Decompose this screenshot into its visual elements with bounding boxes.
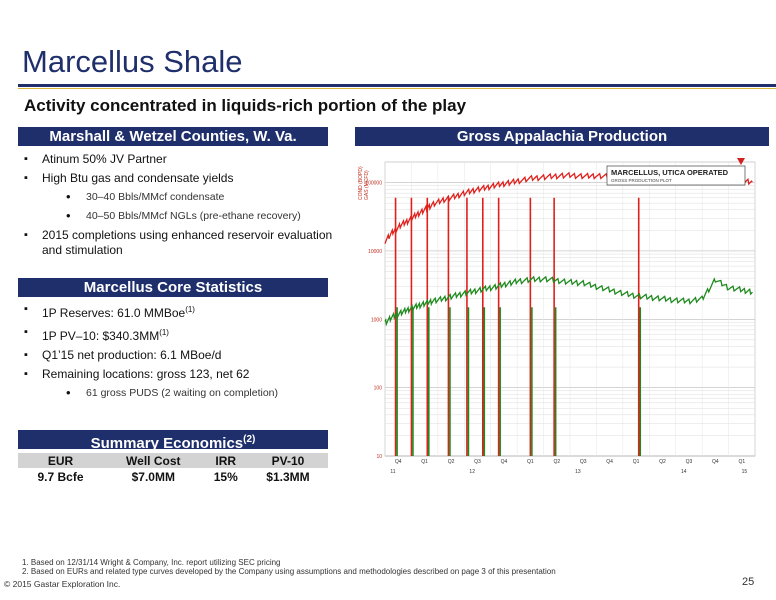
y-axis-label-cond: COND (BOPD) xyxy=(358,166,364,200)
x-tick-label: Q3 xyxy=(474,459,481,465)
bullet-item: 2015 completions using enhanced reservoi… xyxy=(20,228,340,258)
table-row: 9.7 Bcfe $7.0MM 15% $1.3MM xyxy=(18,468,328,485)
economics-header: Summary Economics(2) xyxy=(18,430,328,452)
bullet-item: 1P PV–10: $340.3MM(1) xyxy=(20,325,340,344)
x-tick-label: Q2 xyxy=(659,459,666,465)
column-header: PV-10 xyxy=(247,453,328,468)
bullet-item: High Btu gas and condensate yields xyxy=(20,171,340,186)
chart-y-axis: 100000 10000 1000 100 10 xyxy=(365,181,382,460)
x-year-label: 11 xyxy=(390,469,395,475)
column-header: IRR xyxy=(203,453,248,468)
footnote-1: 1. Based on 12/31/14 Wright & Company, I… xyxy=(22,558,281,567)
table-cell: 9.7 Bcfe xyxy=(37,469,84,484)
page-subtitle: Activity concentrated in liquids-rich po… xyxy=(24,96,467,115)
x-tick-label: Q1 xyxy=(527,459,534,465)
y-tick-label: 10000 xyxy=(368,249,382,255)
production-chart: Q4 Q1 Q2 Q3 Q4 Q1 Q2 Q3 Q4 Q1 Q2 Q3 Q4 Q1 11 12 13 14 15 1… xyxy=(355,150,769,480)
chart-background xyxy=(355,150,769,480)
x-year-label: 12 xyxy=(469,469,475,475)
y-tick-label: 100000 xyxy=(365,181,382,187)
economics-table: EUR Well Cost IRR PV-10 9.7 Bcfe $7.0MM … xyxy=(18,453,328,485)
sub-bullet-item: 61 gross PUDS (2 waiting on completion) xyxy=(20,385,340,401)
bullet-item: Remaining locations: gross 123, net 62 xyxy=(20,367,340,382)
y-axis-label-gas: GAS (MCFD) xyxy=(364,170,370,200)
table-cell: $7.0MM xyxy=(131,469,175,484)
column-header: EUR xyxy=(18,453,103,468)
core-stats-header: Marcellus Core Statistics xyxy=(18,278,328,297)
bullet-item: Q1’15 net production: 6.1 MBoe/d xyxy=(20,348,340,363)
chart-marker-triangle xyxy=(737,158,745,165)
bullet-item: Atinum 50% JV Partner xyxy=(20,152,340,167)
x-tick-label: Q4 xyxy=(501,459,508,465)
sub-bullet-item: 40–50 Bbls/MMcf NGLs (pre-ethane recover… xyxy=(20,208,340,224)
left-section-header: Marshall & Wetzel Counties, W. Va. xyxy=(18,127,328,146)
x-tick-label: Q2 xyxy=(448,459,455,465)
y-tick-label: 1000 xyxy=(371,317,382,323)
x-tick-label: Q4 xyxy=(606,459,613,465)
x-tick-label: Q2 xyxy=(553,459,560,465)
table-cell: $1.3MM xyxy=(266,469,310,484)
chart-dip-lines xyxy=(394,197,642,456)
x-tick-label: Q4 xyxy=(712,459,719,465)
x-year-label: 14 xyxy=(681,469,687,475)
chart-legend-box xyxy=(606,165,746,186)
county-bullet-list: Atinum 50% JV Partner High Btu gas and c… xyxy=(20,152,340,262)
page-title: Marcellus Shale xyxy=(22,44,243,79)
bullet-item: 1P Reserves: 61.0 MMBoe(1) xyxy=(20,302,340,321)
copyright: © 2015 Gastar Exploration Inc. xyxy=(4,579,121,589)
table-header-row: EUR Well Cost IRR PV-10 xyxy=(18,453,328,468)
chart-legend-subtitle: GROSS PRODUCTION PLOT xyxy=(611,178,672,183)
x-year-label: 13 xyxy=(575,469,581,475)
title-rule xyxy=(18,84,776,87)
sub-bullet-item: 30–40 Bbls/MMcf condensate xyxy=(20,189,340,205)
y-tick-label: 100 xyxy=(374,386,383,392)
y-tick-label: 10 xyxy=(376,454,382,460)
table-cell: 15% xyxy=(213,469,238,484)
x-tick-label: Q1 xyxy=(421,459,428,465)
x-tick-label: Q1 xyxy=(738,459,745,465)
condensate-series-line xyxy=(384,275,753,327)
core-stats-list: 1P Reserves: 61.0 MMBoe(1) 1P PV–10: $34… xyxy=(20,302,340,405)
title-rule-accent xyxy=(18,88,776,89)
footnote-2: 2. Based on EURs and related type curves… xyxy=(22,567,556,576)
chart-grid xyxy=(384,161,756,457)
page-number: 25 xyxy=(742,576,755,588)
x-tick-label: Q3 xyxy=(686,459,693,465)
x-year-label: 15 xyxy=(742,469,748,475)
x-tick-label: Q1 xyxy=(633,459,640,465)
column-header: Well Cost xyxy=(103,453,204,468)
chart-section-header: Gross Appalachia Production xyxy=(355,127,769,146)
chart-x-axis: Q4 Q1 Q2 Q3 Q4 Q1 Q2 Q3 Q4 Q1 Q2 Q3 Q4 Q1 11 12 13 14 15 xyxy=(390,459,747,475)
chart-legend-title: MARCELLUS, UTICA OPERATED xyxy=(611,168,729,177)
x-tick-label: Q3 xyxy=(580,459,587,465)
x-tick-label: Q4 xyxy=(395,459,402,465)
